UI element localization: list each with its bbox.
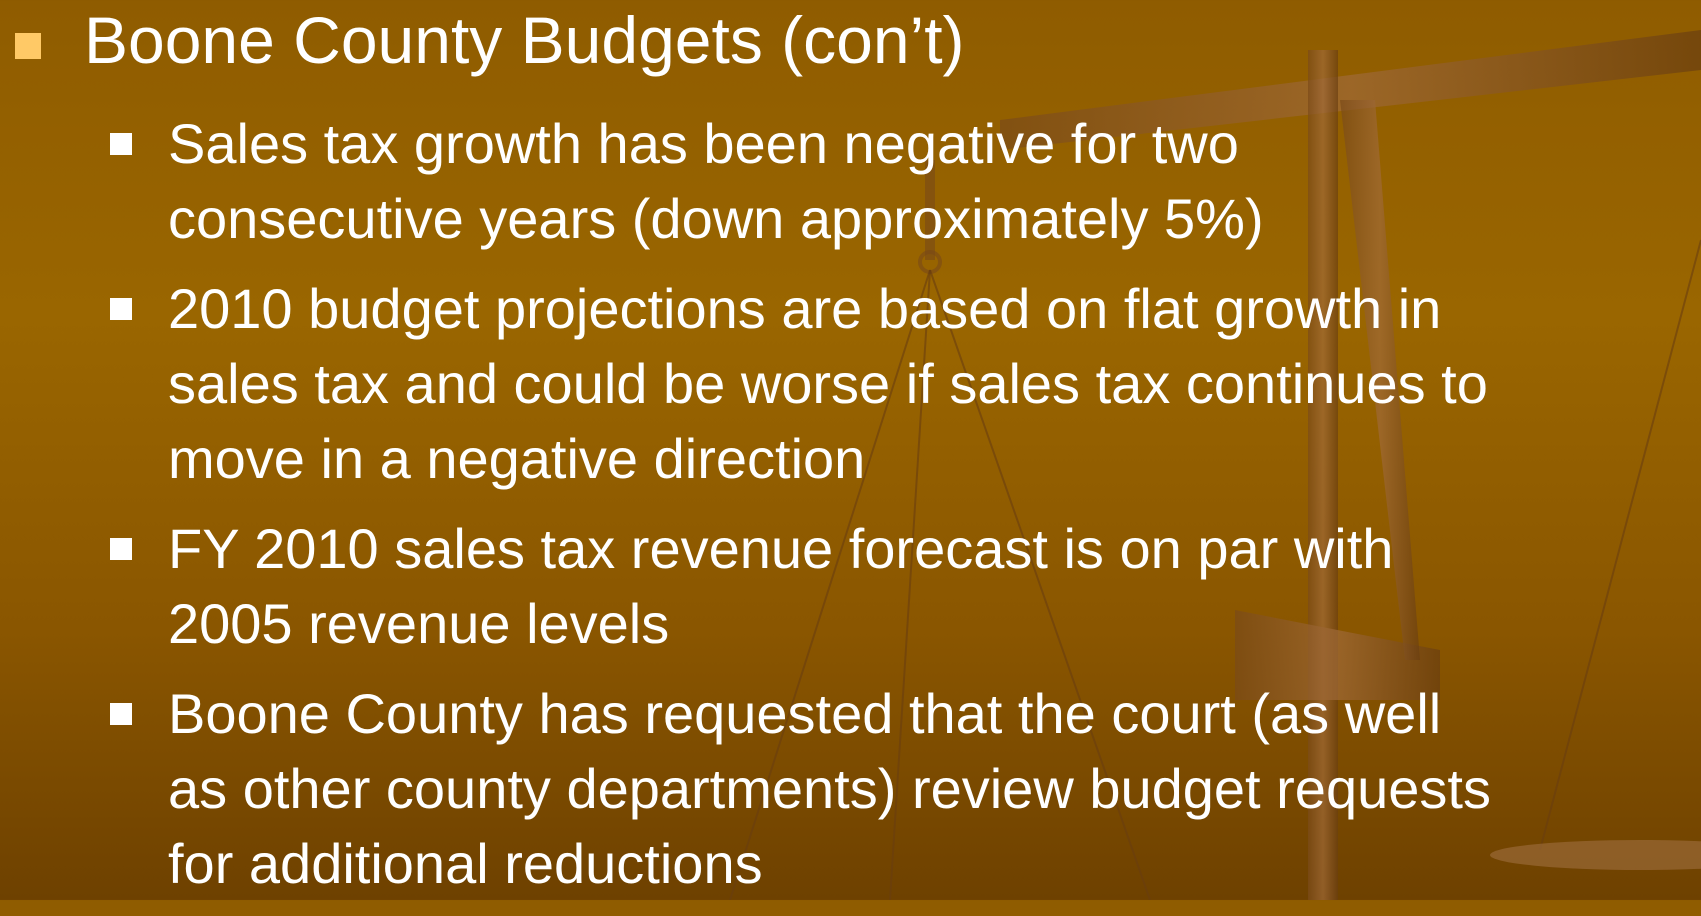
bullet-item: FY 2010 sales tax revenue forecast is on…	[0, 511, 1701, 661]
bullet-item: Sales tax growth has been negative for t…	[0, 106, 1701, 256]
bullet-text-line: FY 2010 sales tax revenue forecast is on…	[168, 517, 1394, 580]
bullet-item: Boone County has requested that the cour…	[0, 676, 1701, 901]
bullet-text-line: Sales tax growth has been negative for t…	[168, 112, 1239, 175]
bullet-text-line: consecutive years (down approximately 5%…	[168, 187, 1264, 250]
bullet-marker	[110, 703, 132, 725]
bullet-text-line: 2010 budget projections are based on fla…	[168, 277, 1442, 340]
bullet-list: Sales tax growth has been negative for t…	[0, 106, 1701, 916]
bullet-marker	[110, 298, 132, 320]
bullet-marker	[110, 538, 132, 560]
bullet-text-line: as other county departments) review budg…	[168, 757, 1491, 820]
slide-title: Boone County Budgets (con’t)	[84, 3, 965, 77]
bullet-marker	[110, 133, 132, 155]
bullet-text-line: 2005 revenue levels	[168, 592, 670, 655]
bullet-item: 2010 budget projections are based on fla…	[0, 271, 1701, 496]
bullet-text-line: sales tax and could be worse if sales ta…	[168, 352, 1488, 415]
bullet-text-line: for additional reductions	[168, 832, 763, 895]
bullet-text-line: Boone County has requested that the cour…	[168, 682, 1442, 745]
bullet-text-line: move in a negative direction	[168, 427, 866, 490]
title-bullet	[15, 33, 41, 59]
